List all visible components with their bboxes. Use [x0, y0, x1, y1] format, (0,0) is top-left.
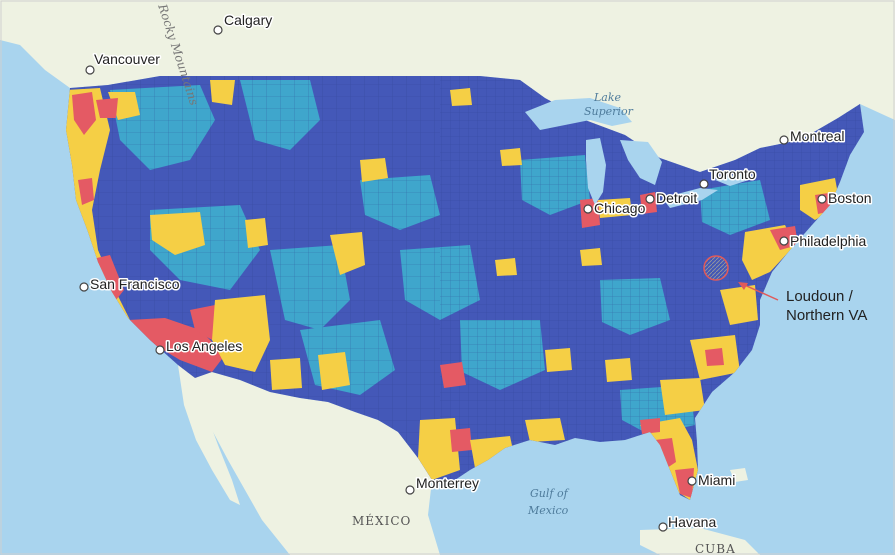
county-region-yellow: [66, 88, 195, 395]
canada-land: [0, 0, 895, 172]
city-label-chicago: Chicago: [594, 200, 646, 216]
city-label-detroit: Detroit: [656, 190, 697, 206]
city-label-san-francisco: San Francisco: [90, 276, 180, 292]
county-region-yellow: [318, 352, 350, 390]
county-region-red: [705, 348, 724, 366]
city-label-philadelphia: Philadelphia: [790, 233, 866, 249]
city-marker-monterrey[interactable]: [405, 485, 415, 495]
county-region-yellow: [210, 80, 235, 105]
city-marker-havana[interactable]: [658, 522, 668, 532]
city-label-los-angeles: Los Angeles: [166, 338, 242, 354]
country-label-cuba: CUBA: [695, 542, 736, 555]
lake-ontario: [715, 172, 755, 186]
baja-peninsula: [178, 365, 240, 505]
county-region-yellow: [605, 358, 632, 382]
city-marker-vancouver[interactable]: [85, 65, 95, 75]
county-region-red: [96, 98, 118, 118]
county-region-yellow: [418, 418, 460, 480]
county-region-yellow: [495, 258, 517, 276]
mexico-land: [178, 365, 440, 555]
annotation-northern-va: Loudoun / Northern VA: [738, 282, 867, 324]
lake-superior-label: Lake: [593, 91, 622, 104]
city-marker-chicago[interactable]: [583, 204, 593, 214]
county-region-yellow: [245, 218, 268, 248]
gulf-label: Gulf of: [530, 487, 570, 500]
city-marker-philadelphia[interactable]: [779, 236, 789, 246]
county-region-yellow: [500, 148, 522, 166]
lake-superior-label: Superior: [584, 105, 634, 118]
annotation-line-2: Northern VA: [786, 307, 867, 324]
city-label-montreal: Montreal: [790, 128, 844, 144]
city-marker-detroit[interactable]: [645, 194, 655, 204]
annotation-line-1: Loudoun /: [786, 288, 854, 305]
county-region-red: [640, 418, 660, 434]
city-label-calgary: Calgary: [224, 12, 272, 28]
county-region-red: [440, 362, 466, 388]
country-label-mexico: MÉXICO: [352, 513, 411, 528]
city-markers: Calgary Vancouver Montreal Toronto Detro…: [79, 11, 873, 532]
cuba-land: [640, 528, 760, 555]
city-label-monterrey: Monterrey: [416, 475, 479, 491]
city-label-boston: Boston: [828, 190, 872, 206]
northern-va-highlight: [703, 255, 729, 281]
lake-michigan: [586, 138, 606, 205]
city-marker-calgary[interactable]: [213, 25, 223, 35]
county-region-yellow: [150, 212, 205, 255]
county-region-yellow: [545, 348, 572, 372]
city-marker-miami[interactable]: [687, 476, 697, 486]
county-region-yellow: [212, 295, 270, 372]
county-region-yellow: [525, 418, 565, 442]
county-region-red: [450, 428, 472, 452]
county-region-yellow: [580, 248, 602, 266]
city-marker-los-angeles[interactable]: [155, 345, 165, 355]
lake-huron: [620, 140, 662, 185]
city-marker-san-francisco[interactable]: [79, 282, 89, 292]
county-region-red: [675, 468, 694, 498]
city-marker-toronto[interactable]: [699, 179, 709, 189]
lake-erie: [662, 188, 718, 208]
county-region-yellow: [360, 158, 388, 182]
county-region-yellow: [660, 378, 705, 415]
city-label-toronto: Toronto: [709, 166, 756, 182]
county-region-yellow: [720, 285, 758, 325]
city-marker-montreal[interactable]: [779, 135, 789, 145]
annotation-arrowhead: [738, 282, 748, 290]
city-label-miami: Miami: [698, 472, 735, 488]
county-region-yellow: [330, 232, 365, 275]
county-region-red: [78, 178, 94, 205]
gulf-label: Mexico: [527, 504, 569, 517]
city-marker-boston[interactable]: [817, 194, 827, 204]
city-label-vancouver: Vancouver: [94, 51, 160, 67]
city-label-havana: Havana: [668, 514, 716, 530]
florida-keys-bahamas: [730, 468, 748, 482]
county-region-yellow: [598, 198, 632, 218]
county-region-yellow: [270, 358, 302, 390]
county-region-yellow: [450, 88, 472, 106]
county-region-red: [72, 92, 96, 135]
lake-superior: [525, 98, 632, 130]
